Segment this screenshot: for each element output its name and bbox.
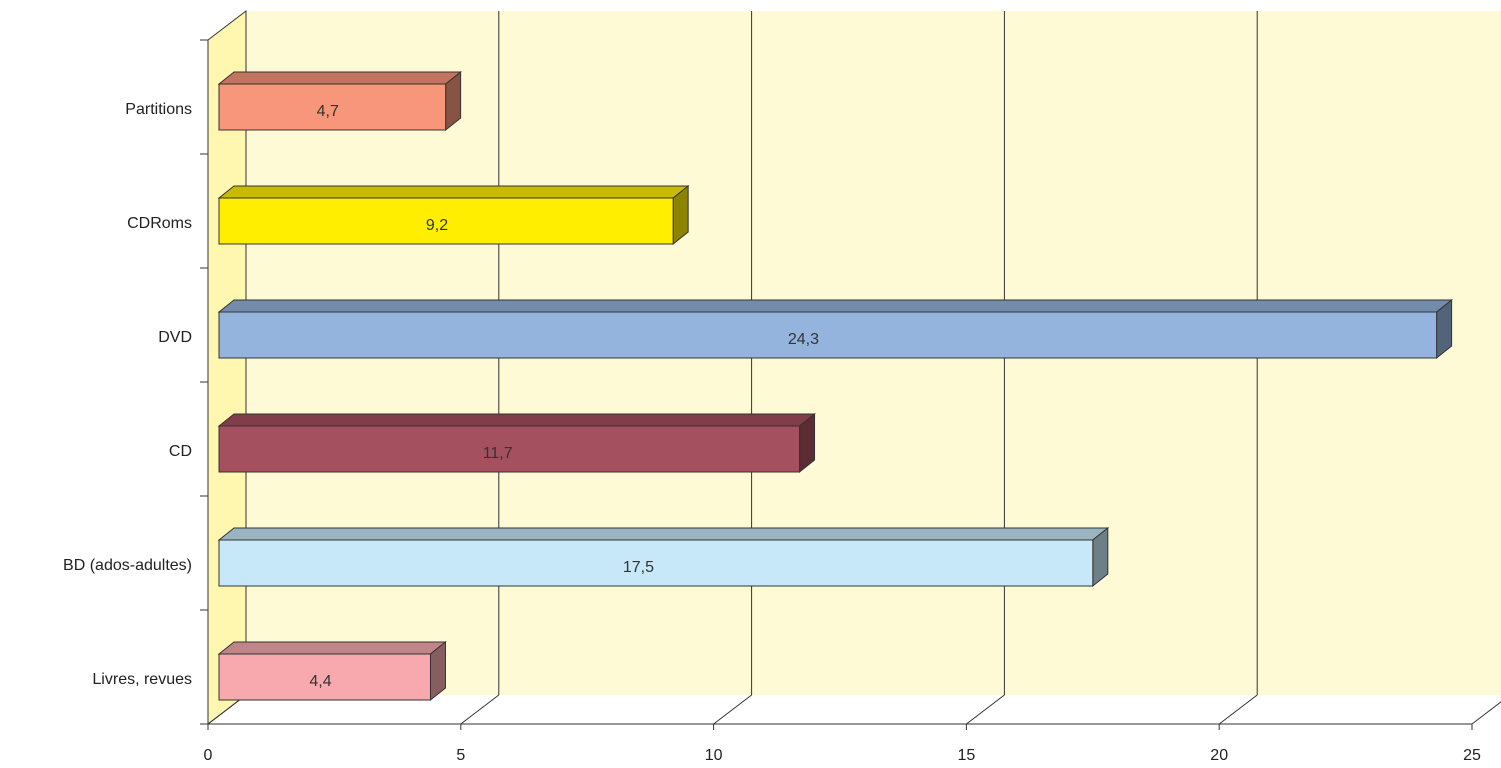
bar	[218, 539, 1094, 587]
grid-depth-line	[713, 694, 752, 725]
grid-depth-line	[966, 694, 1005, 725]
bar-top-face	[217, 641, 447, 655]
x-tick-label: 0	[204, 747, 213, 764]
grid-depth-line	[460, 694, 500, 725]
data-label: 9,2	[426, 217, 448, 234]
category-label: Livres, revues	[92, 671, 192, 688]
category-label: DVD	[158, 329, 192, 346]
bar	[218, 425, 801, 473]
data-label: 4,7	[317, 103, 339, 120]
grid-depth-line	[1218, 694, 1258, 725]
axes: 0 5 10 15 20 25	[200, 39, 1481, 764]
bar	[218, 311, 1438, 359]
bar	[218, 653, 431, 701]
category-label: CD	[169, 443, 192, 460]
bar-top-face	[217, 185, 690, 199]
category-label: BD (ados-adultes)	[63, 557, 192, 574]
data-label: 17,5	[623, 559, 654, 576]
bar	[218, 83, 447, 131]
x-tick-label: 15	[958, 747, 976, 764]
bar-top-face	[217, 413, 816, 427]
bar	[218, 197, 674, 245]
bars	[217, 70, 1454, 702]
x-tick-label: 20	[1210, 747, 1228, 764]
grid-depth-line	[1471, 701, 1501, 725]
bar-top-face	[217, 71, 463, 85]
category-label: Partitions	[125, 101, 192, 118]
x-tick-label: 5	[456, 747, 465, 764]
data-label: 24,3	[788, 331, 819, 348]
data-label: 4,4	[309, 673, 331, 690]
bar-top-face	[217, 527, 1110, 541]
labels: 4,7 Partitions 9,2 CDRoms 24,3 DVD 11,7 CD 17,5 B…	[63, 101, 819, 690]
x-tick-label: 10	[705, 747, 723, 764]
category-label: CDRoms	[127, 215, 192, 232]
x-tick-label: 25	[1463, 747, 1481, 764]
bar-top-face	[217, 299, 1454, 313]
data-label: 11,7	[483, 445, 513, 462]
